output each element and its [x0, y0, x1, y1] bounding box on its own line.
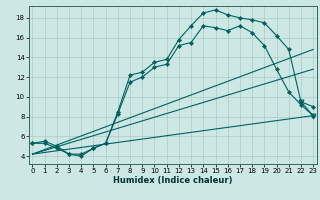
- X-axis label: Humidex (Indice chaleur): Humidex (Indice chaleur): [113, 176, 233, 185]
